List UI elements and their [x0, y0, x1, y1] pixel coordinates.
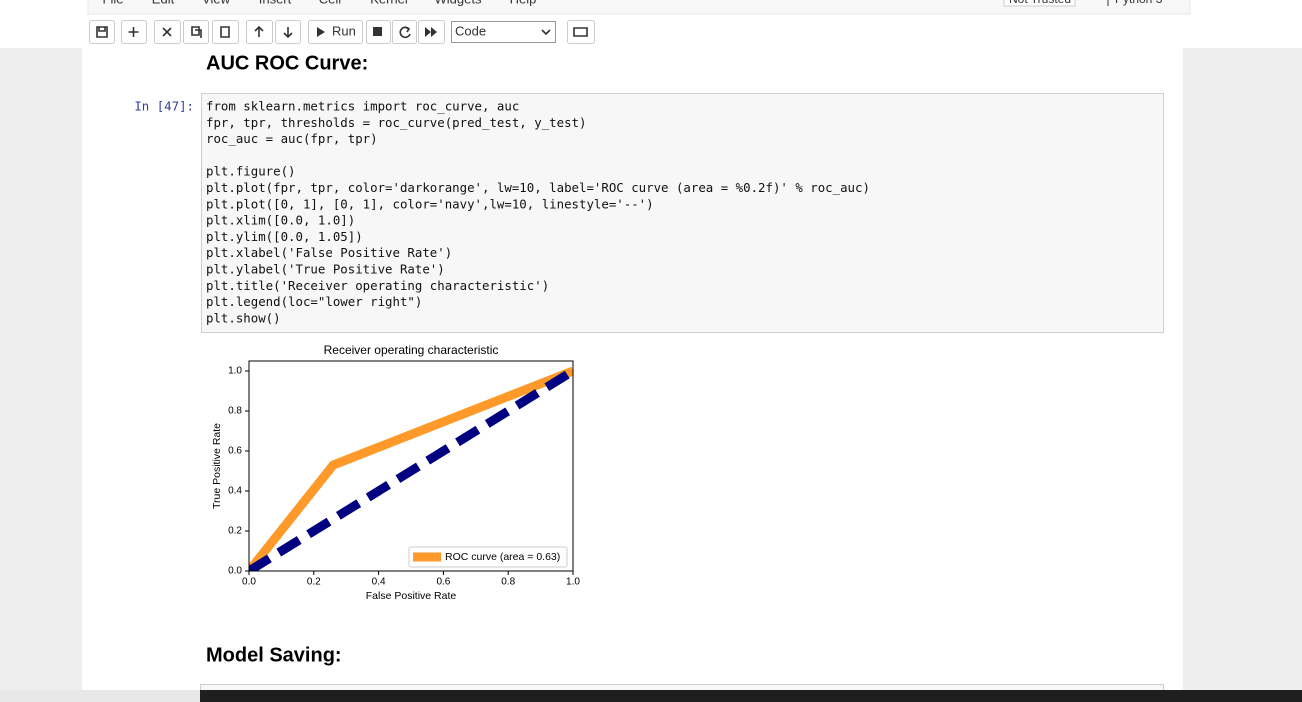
x-axis-label: False Positive Rate — [366, 590, 457, 602]
code-line: plt.ylabel('True Positive Rate') — [206, 262, 445, 277]
code-line: plt.figure() — [206, 164, 296, 179]
y-tick-label: 0.0 — [228, 566, 242, 577]
copy-icon — [191, 26, 202, 38]
kernel-name: Python 3 — [1115, 0, 1163, 6]
x-tick-label: 0.2 — [307, 577, 321, 588]
x-tick-label: 0.0 — [242, 577, 256, 588]
paste-icon — [220, 26, 230, 38]
x-tick-label: 0.4 — [372, 577, 386, 588]
chart: Receiver operating characteristic 0.0 0.2 0… — [211, 343, 581, 602]
dropdown-arrow — [541, 29, 551, 36]
copy-button[interactable] — [183, 20, 209, 44]
code-line: fpr, tpr, thresholds = roc_curve(pred_te… — [206, 115, 586, 130]
legend-label: ROC curve (area = 0.63) — [445, 551, 560, 563]
down-icon — [283, 27, 293, 39]
code-line: plt.legend(loc="lower right") — [206, 294, 422, 309]
x-tick-label: 0.8 — [501, 577, 515, 588]
y-tick-label: 0.2 — [228, 526, 242, 537]
taskbar — [0, 690, 1302, 702]
x-tick-label: 0.6 — [436, 577, 450, 588]
menubar — [87, 0, 1191, 15]
toolbar: Run Code — [89, 20, 595, 44]
taskbar-search — [0, 690, 200, 702]
cell-type-value[interactable]: Code — [455, 23, 486, 38]
keyboard-button[interactable] — [567, 20, 595, 44]
keyboard-icon — [573, 27, 588, 37]
code-line: roc_auc = auc(fpr, tpr) — [206, 131, 378, 146]
y-tick-label: 0.4 — [228, 486, 242, 497]
series-line — [249, 366, 573, 571]
save-icon — [96, 26, 108, 38]
fast-forward-icon — [425, 27, 437, 37]
code-line: plt.show() — [206, 310, 281, 325]
code-line: plt.plot([0, 1], [0, 1], color='navy',lw… — [206, 196, 654, 211]
plot-area — [249, 366, 573, 571]
menu-item[interactable]: File — [103, 0, 124, 6]
trust-indicator[interactable]: Not Trusted — [1009, 0, 1071, 6]
heading: AUC ROC Curve: — [206, 52, 368, 74]
legend-box — [408, 546, 568, 568]
play-icon — [317, 27, 325, 37]
y-tick-label: 0.8 — [228, 406, 242, 417]
chart-title: Receiver operating characteristic — [324, 343, 499, 357]
y-tick-label: 0.6 — [228, 446, 242, 457]
restart-icon — [399, 26, 411, 39]
y-tick-label: 1.0 — [228, 366, 242, 377]
menu-item[interactable]: Kernel — [370, 0, 408, 6]
input-prompt: In [47]: — [134, 99, 194, 114]
x-tick-label: 1.0 — [566, 577, 580, 588]
code: from sklearn.metrics import roc_curve, a… — [206, 99, 870, 326]
series-line — [249, 367, 573, 571]
cut-icon — [162, 27, 172, 37]
restart-button[interactable] — [392, 20, 417, 44]
menu-item[interactable]: Widgets — [435, 0, 482, 6]
code-cell[interactable] — [201, 93, 1164, 333]
stop-icon — [373, 27, 382, 36]
y-axis-label: True Positive Rate — [211, 423, 223, 509]
menu-item[interactable]: View — [202, 0, 231, 6]
up-icon — [254, 25, 264, 37]
run-label[interactable]: Run — [332, 23, 356, 38]
cell-type-select[interactable] — [451, 21, 556, 43]
trust-box — [1003, 0, 1076, 7]
axes-frame — [248, 360, 574, 572]
run-button[interactable] — [308, 20, 363, 44]
save-button[interactable] — [89, 20, 115, 44]
menu-item[interactable]: Edit — [152, 0, 175, 6]
code-line: plt.title('Receiver operating characteri… — [206, 278, 549, 293]
menu-item[interactable]: Cell — [319, 0, 342, 6]
menu-item[interactable]: Help — [510, 0, 537, 6]
code-line: plt.xlabel('False Positive Rate') — [206, 245, 452, 260]
paste-button[interactable] — [212, 20, 239, 44]
code-line: plt.ylim([0.0, 1.05]) — [206, 229, 363, 244]
plus-icon — [128, 27, 139, 37]
heading: Model Saving: — [206, 644, 342, 666]
code-line: from sklearn.metrics import roc_curve, a… — [206, 99, 519, 114]
menu-item[interactable]: Insert — [259, 0, 292, 6]
code-line: plt.xlim([0.0, 1.0]) — [206, 213, 355, 228]
code-line: plt.plot(fpr, tpr, color='darkorange', l… — [206, 180, 870, 195]
